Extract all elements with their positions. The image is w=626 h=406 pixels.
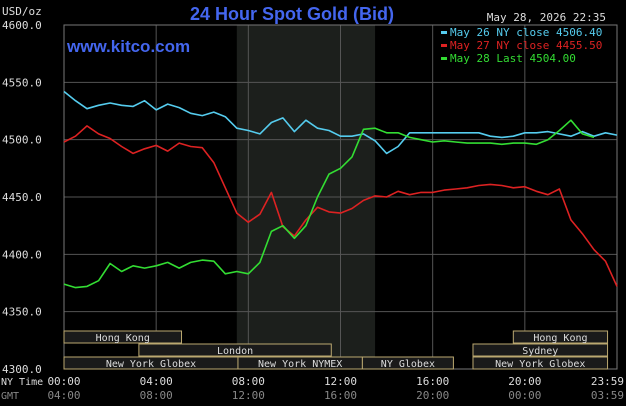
session-box bbox=[361, 356, 454, 370]
x-tick-label: 04:00 bbox=[47, 389, 80, 402]
x-tick-label: 23:59 bbox=[591, 375, 624, 388]
series-line bbox=[63, 90, 618, 155]
y-tick-label: 4400.0 bbox=[2, 248, 42, 261]
session-box bbox=[63, 330, 183, 344]
session-label: New York Globex bbox=[495, 359, 585, 370]
session-label: London bbox=[217, 346, 253, 357]
x-tick-label: 03:59 bbox=[591, 389, 624, 402]
x-tick-label: 12:00 bbox=[232, 389, 265, 402]
x-tick-label: 08:00 bbox=[232, 375, 265, 388]
x-tick-label: 16:00 bbox=[324, 389, 357, 402]
y-tick-label: 4600.0 bbox=[2, 19, 42, 32]
series-line bbox=[63, 125, 618, 287]
session-box bbox=[512, 330, 609, 344]
y-axis-unit-label: USD/oz bbox=[2, 5, 42, 18]
chart-title: 24 Hour Spot Gold (Bid) bbox=[190, 4, 394, 24]
legend-swatch bbox=[441, 31, 447, 34]
y-tick-label: 4350.0 bbox=[2, 306, 42, 319]
chart-datetime: May 28, 2026 22:35 bbox=[487, 11, 606, 24]
x-tick-label: 20:00 bbox=[416, 389, 449, 402]
legend-swatch bbox=[441, 44, 447, 47]
x-tick-label: 04:00 bbox=[140, 375, 173, 388]
session-label: Hong Kong bbox=[96, 333, 150, 344]
x-tick-label: 16:00 bbox=[416, 375, 449, 388]
session-box bbox=[472, 356, 609, 370]
site-watermark[interactable]: www.kitco.com bbox=[66, 37, 190, 56]
x-axis-row-label: NY Time bbox=[1, 377, 43, 388]
x-axis-row-label: GMT bbox=[1, 391, 19, 402]
legend-swatch bbox=[441, 57, 447, 60]
legend-entry: May 28 Last 4504.00 bbox=[450, 52, 576, 65]
session-box bbox=[138, 343, 332, 357]
series-line bbox=[63, 119, 595, 289]
x-tick-label: 00:00 bbox=[508, 389, 541, 402]
y-tick-label: 4500.0 bbox=[2, 134, 42, 147]
legend-entry: May 26 NY close 4506.40 bbox=[450, 26, 602, 39]
x-tick-label: 20:00 bbox=[508, 375, 541, 388]
y-tick-label: 4300.0 bbox=[2, 363, 42, 376]
session-label: New York Globex bbox=[106, 359, 196, 370]
session-label: NY Globex bbox=[381, 359, 435, 370]
legend-entry: May 27 NY close 4455.50 bbox=[450, 39, 602, 52]
session-label: Sydney bbox=[522, 346, 558, 357]
x-tick-label: 08:00 bbox=[140, 389, 173, 402]
x-tick-label: 00:00 bbox=[47, 375, 80, 388]
y-tick-label: 4550.0 bbox=[2, 76, 42, 89]
y-tick-label: 4450.0 bbox=[2, 191, 42, 204]
session-label: New York NYMEX bbox=[258, 359, 342, 370]
session-box bbox=[472, 343, 609, 357]
session-label: Hong Kong bbox=[533, 333, 587, 344]
x-tick-label: 12:00 bbox=[324, 375, 357, 388]
